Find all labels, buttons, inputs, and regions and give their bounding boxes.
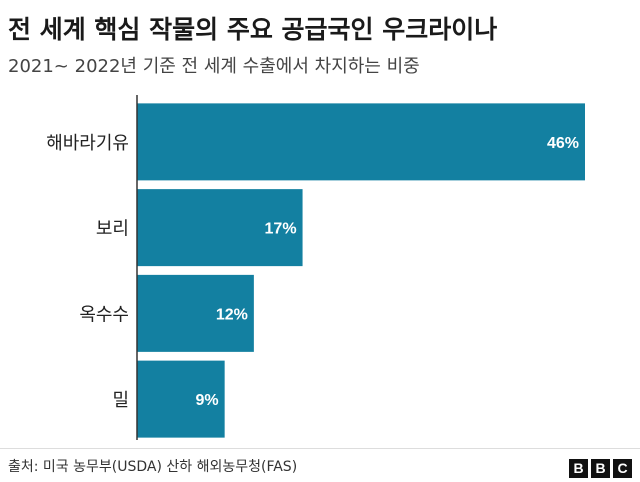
bbc-logo-b2: B [591, 459, 610, 478]
value-label-3: 12% [216, 306, 248, 323]
bbc-logo-b1: B [569, 459, 588, 478]
source-note: 출처: 미국 농무부(USDA) 산하 해외농무청(FAS) [8, 459, 298, 475]
bar-3 [137, 274, 254, 352]
category-label-4: 밀 [112, 390, 129, 411]
bar-1 [137, 103, 585, 181]
bar-4 [137, 360, 225, 438]
value-label-1: 46% [547, 135, 579, 152]
value-label-2: 17% [265, 221, 297, 238]
category-label-3: 옥수수 [79, 304, 129, 325]
bar-2 [137, 189, 303, 267]
bbc-logo: B B C [569, 459, 632, 478]
footer-divider [0, 448, 640, 449]
chart-subtitle: 2021~ 2022년 기준 전 세계 수출에서 차지하는 비중 [8, 56, 420, 77]
value-label-4: 9% [196, 392, 219, 409]
category-label-2: 보리 [96, 219, 129, 240]
bbc-logo-c: C [613, 459, 632, 478]
category-label-1: 해바라기유 [46, 133, 129, 154]
chart-title: 전 세계 핵심 작물의 주요 공급국인 우크라이나 [8, 15, 498, 44]
